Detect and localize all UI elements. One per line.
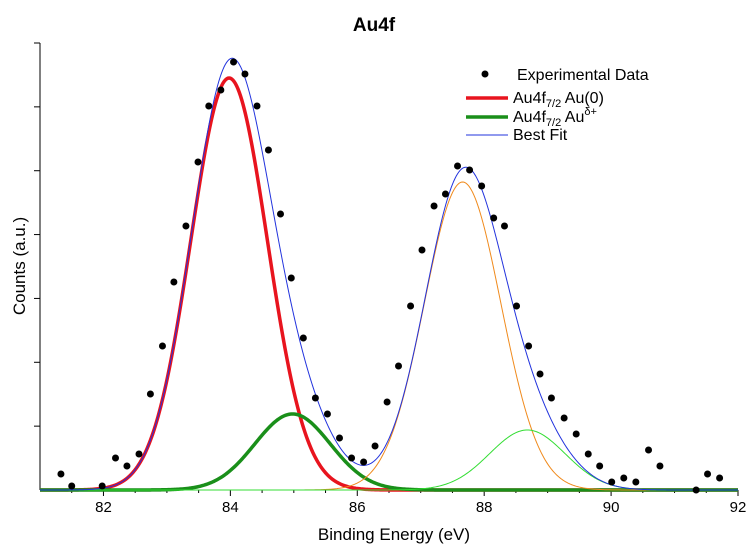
data-point	[123, 462, 131, 470]
legend-label-best-fit: Best Fit	[513, 127, 568, 144]
component-line-0	[40, 76, 738, 492]
data-point	[500, 222, 508, 230]
legend-label-audelta: Au4f7/2 Auδ+	[513, 106, 597, 129]
data-point	[205, 102, 213, 110]
legend-label-au0: Au4f7/2 Au(0)	[513, 90, 604, 110]
data-point	[276, 210, 284, 218]
legend-label-experimental: Experimental Data	[517, 67, 649, 84]
data-point	[430, 202, 438, 210]
data-point	[620, 474, 628, 482]
data-point	[360, 458, 368, 466]
data-point	[490, 214, 498, 222]
data-point	[513, 302, 521, 310]
data-point	[253, 102, 261, 110]
data-point	[146, 390, 154, 398]
x-tick-label: 90	[603, 499, 620, 516]
x-ticks: 82 84 86 88 90 92	[71, 490, 747, 516]
data-point	[560, 414, 568, 422]
data-point	[98, 482, 106, 490]
data-point	[608, 478, 616, 486]
data-point	[371, 442, 379, 450]
data-point	[478, 182, 486, 190]
data-point	[547, 394, 555, 402]
data-point	[112, 454, 120, 462]
data-point	[135, 450, 143, 458]
plot-area: 82 84 86 88 90 92	[34, 42, 747, 516]
data-point	[596, 462, 604, 470]
x-axis-title: Binding Energy (eV)	[318, 525, 470, 544]
y-ticks	[34, 42, 40, 427]
data-point	[158, 342, 166, 350]
data-point	[656, 462, 664, 470]
data-point	[68, 482, 76, 490]
component-lines	[40, 76, 738, 492]
data-point	[336, 434, 344, 442]
component-line-2	[40, 181, 738, 491]
data-point	[241, 70, 249, 78]
data-point	[287, 274, 295, 282]
data-point	[299, 334, 307, 342]
x-tick-label: 88	[476, 499, 493, 516]
data-point	[323, 410, 331, 418]
data-point	[230, 58, 238, 66]
experimental-data-points	[57, 58, 724, 494]
data-point	[348, 454, 356, 462]
data-point	[466, 166, 474, 174]
data-point	[182, 222, 190, 230]
data-point	[536, 370, 544, 378]
data-point	[418, 246, 426, 254]
x-tick-label: 82	[95, 499, 112, 516]
data-point	[525, 342, 533, 350]
x-tick-label: 92	[730, 499, 747, 516]
data-point	[170, 278, 178, 286]
data-point	[194, 158, 202, 166]
data-point	[572, 430, 580, 438]
data-point	[716, 474, 724, 482]
data-point	[383, 398, 391, 406]
data-point	[441, 190, 449, 198]
data-point	[407, 302, 415, 310]
chart-title: Au4f	[353, 15, 396, 36]
data-point	[454, 162, 462, 170]
best-fit-line	[40, 57, 738, 491]
data-point	[395, 362, 403, 370]
data-point	[632, 478, 640, 486]
y-axis-title: Counts (a.u.)	[10, 217, 29, 315]
x-tick-label: 84	[222, 499, 239, 516]
legend: Experimental Data Au4f7/2 Au(0) Au4f7/2 …	[466, 67, 649, 144]
data-point	[217, 86, 225, 94]
data-point	[57, 470, 65, 478]
data-point	[645, 446, 653, 454]
data-point	[692, 486, 700, 494]
data-point	[311, 394, 319, 402]
data-point	[704, 470, 712, 478]
legend-marker-experimental	[481, 70, 489, 78]
x-tick-label: 86	[349, 499, 366, 516]
data-point	[584, 450, 592, 458]
data-point	[264, 146, 272, 154]
